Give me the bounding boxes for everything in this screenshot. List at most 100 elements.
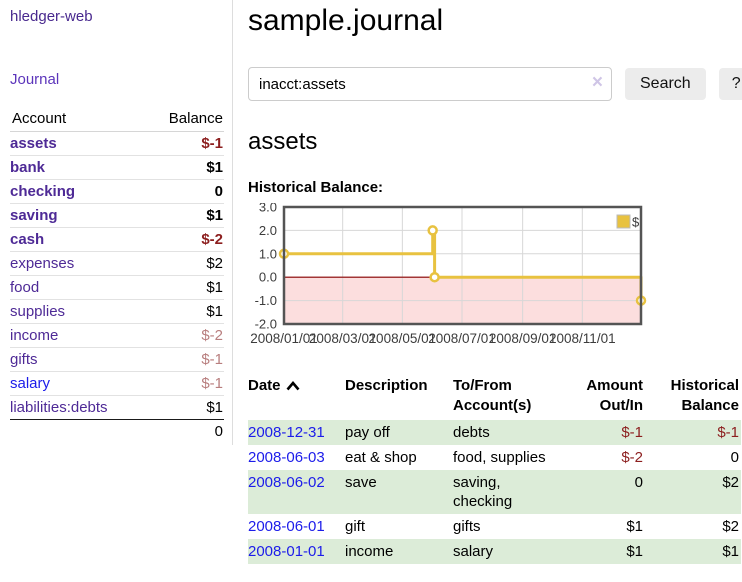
account-link-bank[interactable]: bank <box>10 159 46 176</box>
account-row: checking 0 <box>10 179 224 204</box>
transaction-description: gift <box>345 518 366 535</box>
register-row: 2008-06-02 save saving, checking 0 $2 <box>248 470 741 514</box>
svg-text:3.0: 3.0 <box>259 203 277 215</box>
transaction-date-link[interactable]: 2008-06-02 <box>248 474 325 491</box>
account-link-income[interactable]: income <box>10 327 59 344</box>
transaction-date-link[interactable]: 2008-06-03 <box>248 449 325 466</box>
register-header-description: Description <box>345 377 428 394</box>
help-button[interactable]: ? <box>718 68 742 100</box>
account-row: cash $-2 <box>10 227 224 252</box>
svg-text:$: $ <box>632 215 640 230</box>
account-row: supplies $1 <box>10 299 224 324</box>
account-balance: $1 <box>206 399 223 416</box>
transaction-amount: $-2 <box>621 449 643 466</box>
account-row: liabilities:debts $1 <box>10 396 224 420</box>
register-header-balance: Historical Balance <box>670 377 739 414</box>
accounts-header-balance: Balance <box>144 107 224 132</box>
accounts-total-value: 0 <box>144 419 224 443</box>
account-row: food $1 <box>10 275 224 300</box>
account-row: salary $-1 <box>10 371 224 396</box>
account-link-expenses[interactable]: expenses <box>10 255 75 272</box>
accounts-table: Account Balance assets $-1 bank $1 check… <box>10 107 224 443</box>
transaction-accounts: gifts <box>453 518 481 535</box>
register-row: 2008-12-31 pay off debts $-1 $-1 <box>248 420 741 445</box>
svg-text:2008/07/01: 2008/07/01 <box>428 331 496 346</box>
transaction-date-link[interactable]: 2008-06-01 <box>248 518 325 535</box>
svg-text:0.0: 0.0 <box>259 270 277 285</box>
account-balance: $1 <box>144 155 224 180</box>
accounts-header-account: Account <box>10 107 145 132</box>
svg-text:2008/05/01: 2008/05/01 <box>369 331 437 346</box>
svg-text:2008/11/01: 2008/11/01 <box>549 331 616 346</box>
svg-text:-2.0: -2.0 <box>255 317 277 332</box>
transaction-date-link[interactable]: 2008-12-31 <box>248 424 325 441</box>
search-input[interactable] <box>248 67 612 101</box>
transaction-balance: $2 <box>722 474 739 491</box>
transaction-amount: $1 <box>626 543 643 560</box>
register-header-accounts: To/From Account(s) <box>453 377 532 414</box>
transaction-balance: $1 <box>722 543 739 560</box>
account-link-checking[interactable]: checking <box>10 183 76 200</box>
chart-container: 3.0 2.0 1.0 0.0 -1.0 -2.0 2008/01/01 2008/03/01… <box>248 200 742 359</box>
register-row: 2008-06-01 gift gifts $1 $2 <box>248 514 741 539</box>
transaction-description: eat & shop <box>345 449 417 466</box>
sort-by-date-link[interactable]: Date <box>248 376 300 396</box>
search-button[interactable]: Search <box>625 68 706 100</box>
account-balance: $-1 <box>144 347 224 372</box>
app-layout: hledger-web Journal Account Balance asse… <box>0 0 742 564</box>
transaction-accounts: food, supplies <box>453 449 546 466</box>
register-row: 2008-01-01 income salary $1 $1 <box>248 539 741 564</box>
svg-text:-1.0: -1.0 <box>255 293 277 308</box>
transaction-balance: $-1 <box>717 424 739 441</box>
account-link-gifts[interactable]: gifts <box>10 351 38 368</box>
account-balance: $-1 <box>144 371 224 396</box>
sidebar: hledger-web Journal Account Balance asse… <box>0 0 233 445</box>
page-title: sample.journal <box>248 4 444 37</box>
transaction-accounts: salary <box>453 543 494 560</box>
account-row: expenses $2 <box>10 251 224 276</box>
transaction-balance: $2 <box>722 518 739 535</box>
account-link-supplies[interactable]: supplies <box>10 303 66 320</box>
svg-text:2008/03/01: 2008/03/01 <box>309 331 377 346</box>
account-balance: $2 <box>144 251 224 276</box>
register-row: 2008-06-03 eat & shop food, supplies $-2… <box>248 445 741 470</box>
svg-text:1.0: 1.0 <box>259 246 277 261</box>
account-link-liabilities-debts[interactable]: liabilities:debts <box>10 399 108 416</box>
account-link-saving[interactable]: saving <box>10 207 58 224</box>
historical-balance-chart: 3.0 2.0 1.0 0.0 -1.0 -2.02008/01/012008/03/01… <box>250 200 647 346</box>
account-page-title: assets <box>248 128 318 155</box>
transaction-amount: $1 <box>626 518 643 535</box>
account-balance: $-1 <box>144 131 224 156</box>
account-link-cash[interactable]: cash <box>10 231 45 248</box>
accounts-total-row: 0 <box>10 419 224 443</box>
account-link-food[interactable]: food <box>10 279 40 296</box>
clear-search-icon[interactable]: × <box>591 72 603 93</box>
transaction-accounts: debts <box>453 424 490 441</box>
account-row: saving $1 <box>10 203 224 228</box>
register-table: Date Description To/From Account(s) Amou… <box>248 374 741 564</box>
transaction-accounts: saving, checking <box>453 474 513 510</box>
transaction-date-link[interactable]: 2008-01-01 <box>248 543 325 560</box>
transaction-amount: $-1 <box>621 424 643 441</box>
register-header-amount: Amount Out/In <box>586 377 643 414</box>
transaction-balance: 0 <box>730 449 739 466</box>
svg-text:2.0: 2.0 <box>259 223 277 238</box>
account-balance: $-2 <box>144 323 224 348</box>
sort-ascending-icon <box>286 381 300 391</box>
account-balance: $1 <box>144 299 224 324</box>
account-balance: $-2 <box>144 227 224 252</box>
account-row: income $-2 <box>10 323 224 348</box>
register-header-date: Date <box>248 377 281 394</box>
brand-link[interactable]: hledger-web <box>10 8 93 25</box>
main-content: sample.journal × Search ? assets Histori… <box>233 0 742 564</box>
account-row: bank $1 <box>10 155 224 180</box>
account-link-assets[interactable]: assets <box>10 135 57 152</box>
account-balance: $1 <box>144 275 224 300</box>
search-form: × Search ? <box>248 67 742 101</box>
transaction-description: income <box>345 543 394 560</box>
transaction-description: save <box>345 474 377 491</box>
transaction-amount: 0 <box>634 474 643 491</box>
account-balance: 0 <box>144 179 224 204</box>
account-link-salary[interactable]: salary <box>10 375 51 392</box>
sidebar-item-journal[interactable]: Journal <box>10 71 60 88</box>
